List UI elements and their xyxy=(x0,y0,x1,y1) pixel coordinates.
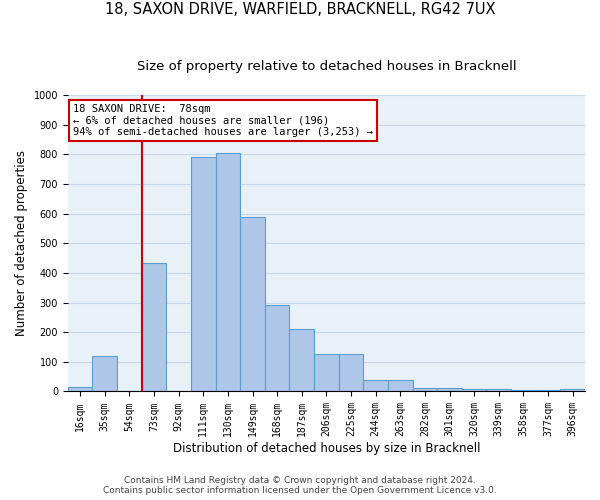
Bar xyxy=(487,389,511,392)
Bar xyxy=(68,387,92,392)
Bar xyxy=(511,390,536,392)
Bar xyxy=(92,356,117,392)
Bar xyxy=(289,329,314,392)
Bar xyxy=(215,153,240,392)
Bar xyxy=(364,380,388,392)
Y-axis label: Number of detached properties: Number of detached properties xyxy=(15,150,28,336)
Title: Size of property relative to detached houses in Bracknell: Size of property relative to detached ho… xyxy=(137,60,516,73)
Bar xyxy=(191,158,215,392)
Bar xyxy=(314,354,339,392)
Text: Contains HM Land Registry data © Crown copyright and database right 2024.
Contai: Contains HM Land Registry data © Crown c… xyxy=(103,476,497,495)
Bar xyxy=(265,306,289,392)
Text: 18 SAXON DRIVE:  78sqm
← 6% of detached houses are smaller (196)
94% of semi-det: 18 SAXON DRIVE: 78sqm ← 6% of detached h… xyxy=(73,104,373,137)
Bar xyxy=(560,389,585,392)
Bar xyxy=(240,216,265,392)
Bar xyxy=(339,354,364,392)
Bar xyxy=(536,390,560,392)
Bar xyxy=(462,389,487,392)
Bar xyxy=(413,388,437,392)
Bar xyxy=(388,380,413,392)
Bar xyxy=(142,262,166,392)
Bar xyxy=(437,388,462,392)
Text: 18, SAXON DRIVE, WARFIELD, BRACKNELL, RG42 7UX: 18, SAXON DRIVE, WARFIELD, BRACKNELL, RG… xyxy=(105,2,495,18)
X-axis label: Distribution of detached houses by size in Bracknell: Distribution of detached houses by size … xyxy=(173,442,480,455)
